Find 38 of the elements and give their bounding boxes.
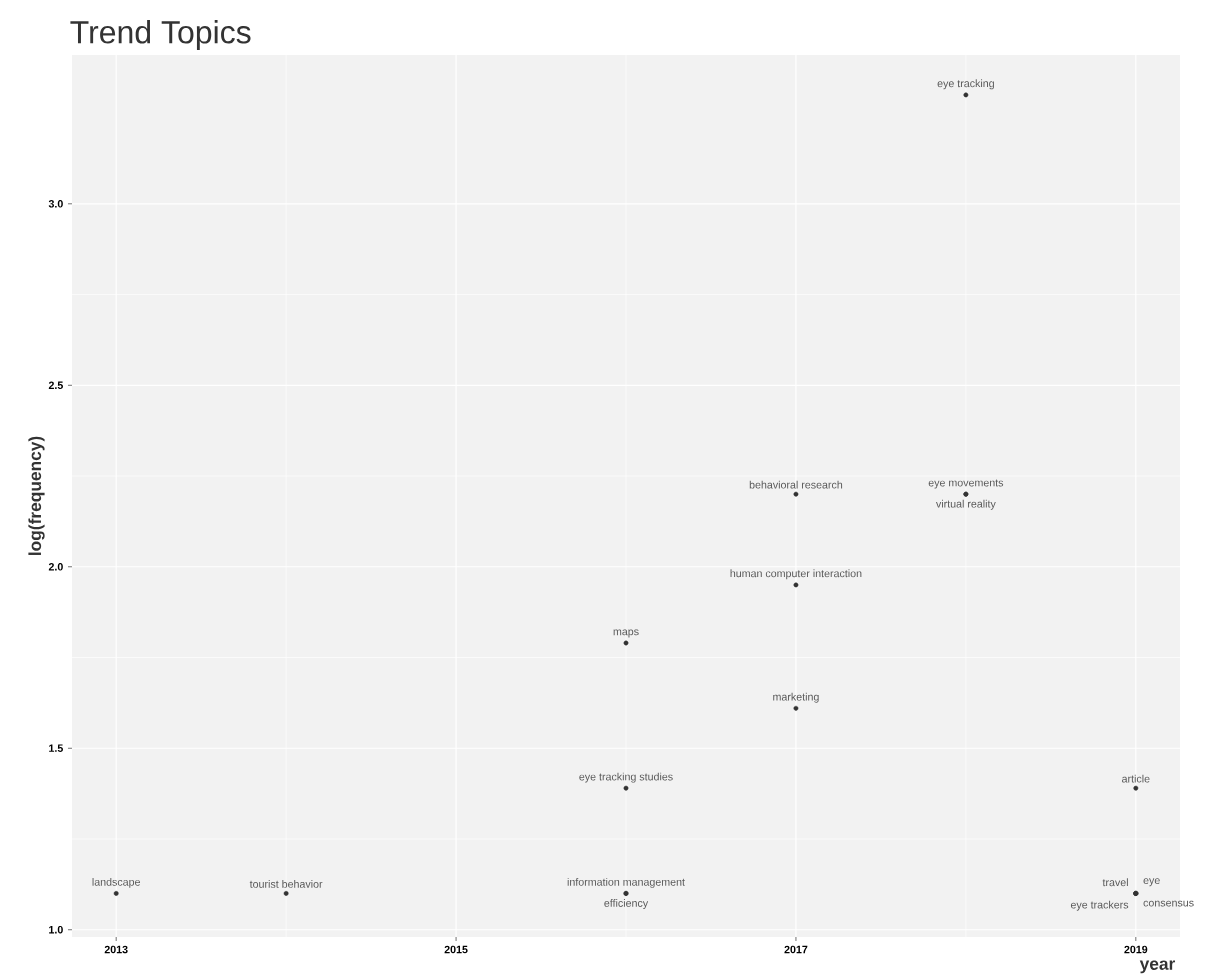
annotation: eye movements (928, 479, 1004, 489)
x-tick-label: 2019 (1124, 945, 1148, 954)
x-tick-label: 2015 (444, 945, 468, 954)
x-tick-label: 2017 (784, 945, 808, 954)
point (283, 891, 289, 896)
point (113, 891, 119, 896)
annotation: behavioral research (749, 480, 843, 489)
annotation: travel (1102, 878, 1128, 887)
annotation: efficiency (604, 899, 649, 909)
y-tick-label: 1.0 (49, 925, 63, 934)
annotation: tourist behavior (249, 880, 323, 888)
y-tick-label: 2.0 (48, 563, 63, 571)
annotation: eye trackers (1070, 900, 1129, 911)
y-tick-label: 2.5 (48, 381, 63, 390)
y-tick-label: 1.5 (49, 744, 63, 752)
annotation: eye (1143, 878, 1160, 887)
point (793, 582, 799, 588)
point (1133, 785, 1139, 791)
point (793, 491, 799, 497)
annotation: eye tracking studies (579, 772, 673, 783)
annotation: landscape (92, 877, 141, 888)
x-tick-label: 2013 (104, 945, 128, 954)
x-axis-title: year (1139, 960, 1176, 974)
y-tick-label: 3.0 (48, 200, 63, 208)
annotation: article (1122, 774, 1150, 783)
annotation: maps (613, 629, 639, 638)
chart-title: Trend Topics (70, 20, 251, 50)
annotation: virtual reality (935, 499, 996, 510)
annotation: information management (567, 877, 685, 888)
y-axis-title: log(frequency) (28, 436, 45, 555)
annotation: human computer interaction (730, 569, 862, 580)
annotation: eye tracking (937, 79, 994, 90)
annotation: marketing (773, 692, 819, 703)
annotation: consensus (1143, 900, 1194, 907)
point (623, 640, 629, 646)
point (793, 705, 799, 711)
point (963, 92, 969, 98)
point (623, 785, 629, 791)
